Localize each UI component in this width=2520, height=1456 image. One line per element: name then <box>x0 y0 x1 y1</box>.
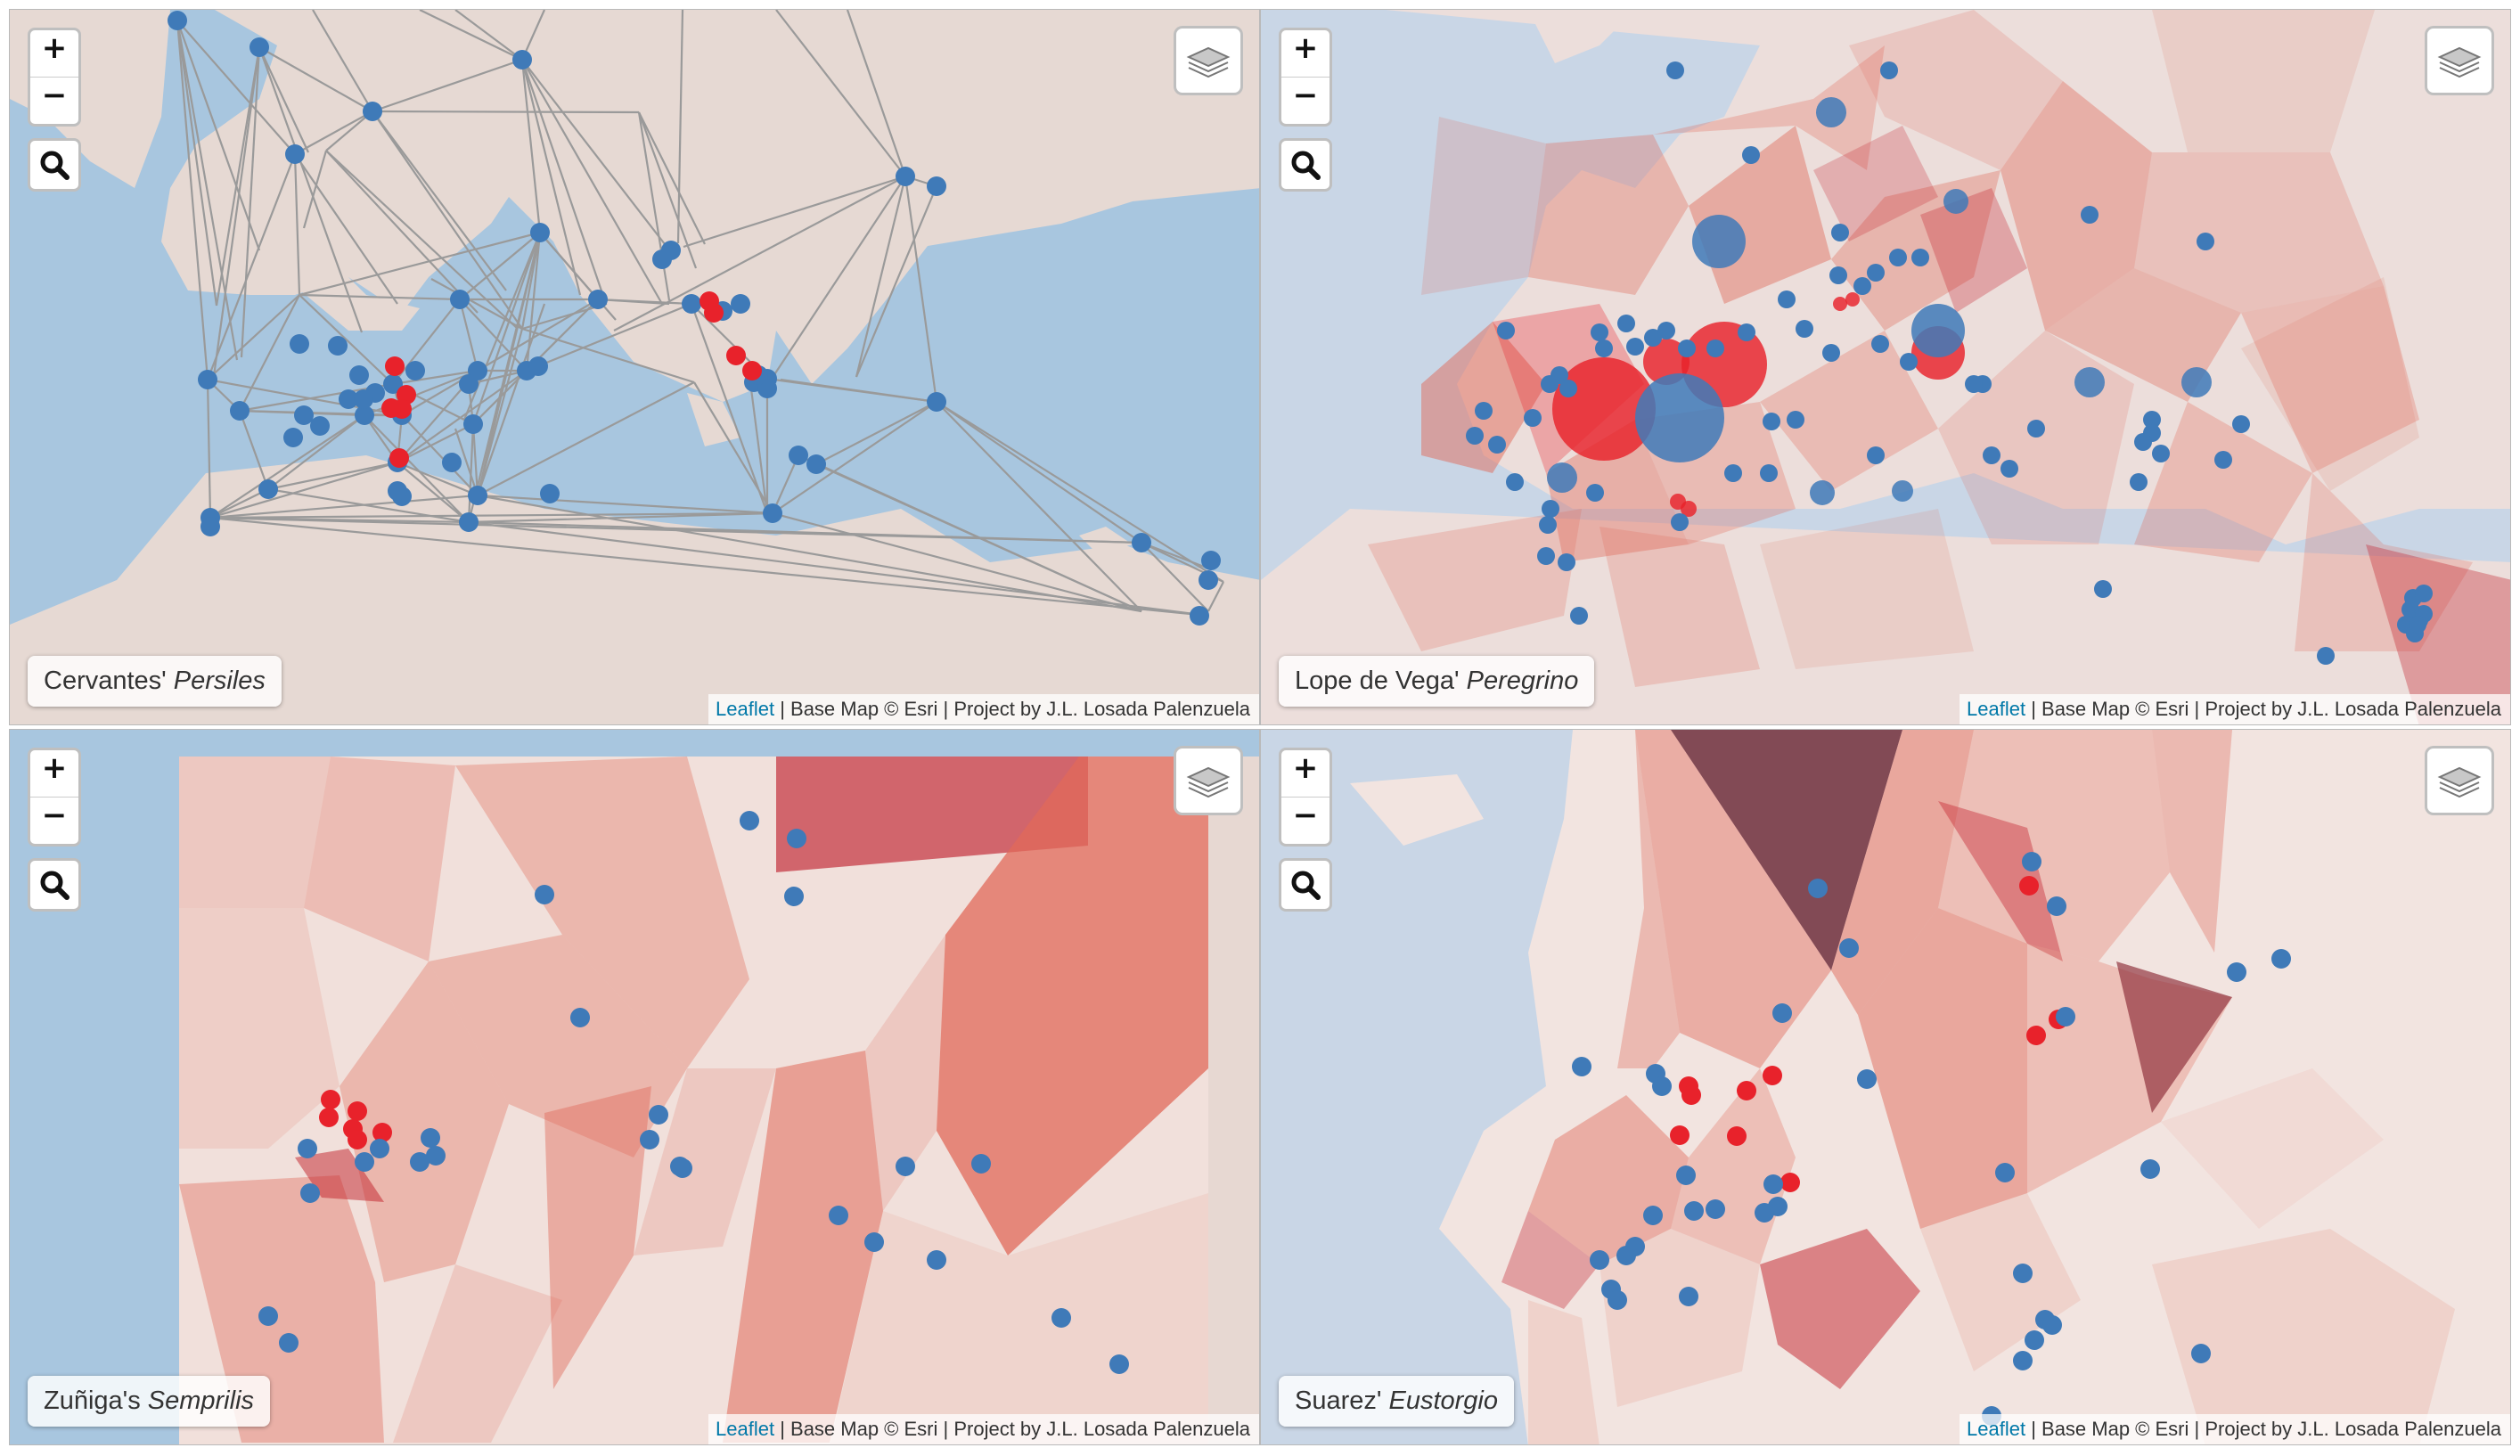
map-panel-semprilis[interactable]: + − Zuñiga's Semprilis Leaflet | Base Ma… <box>9 729 1260 1445</box>
layers-button[interactable] <box>1174 746 1243 815</box>
points-red[interactable] <box>1670 876 2068 1192</box>
attribution-text: | Base Map © Esri | Project by J.L. Losa… <box>2025 698 2501 720</box>
map-title: Lope de Vega' Peregrino <box>1279 656 1595 707</box>
map-panel-persiles[interactable]: + − Cervantes' Persiles Leaflet | Base M… <box>9 9 1260 725</box>
attribution: Leaflet | Base Map © Esri | Project by J… <box>1960 694 2510 724</box>
zoom-control: + − <box>1279 748 1332 847</box>
leaflet-link[interactable]: Leaflet <box>1967 1418 2026 1440</box>
voronoi-cells <box>1501 730 2455 1444</box>
voronoi-cells <box>179 757 1208 1444</box>
layers-button[interactable] <box>2425 746 2494 815</box>
attribution-text: | Base Map © Esri | Project by J.L. Losa… <box>774 698 1250 720</box>
search-button[interactable] <box>1279 858 1332 912</box>
zoom-in-button[interactable]: + <box>30 750 78 798</box>
attribution: Leaflet | Base Map © Esri | Project by J… <box>708 1414 1259 1444</box>
layers-button[interactable] <box>1174 26 1243 95</box>
map-canvas[interactable] <box>10 730 1260 1445</box>
map-title: Cervantes' Persiles <box>28 656 282 707</box>
map-title-work: Peregrino <box>1466 667 1579 695</box>
attribution: Leaflet | Base Map © Esri | Project by J… <box>708 694 1259 724</box>
magnifier-icon <box>40 871 70 900</box>
magnifier-icon <box>1291 871 1321 900</box>
zoom-in-button[interactable]: + <box>30 30 78 78</box>
land <box>10 10 1259 724</box>
zoom-control: + − <box>1279 28 1332 127</box>
layers-button[interactable] <box>2425 26 2494 95</box>
map-canvas[interactable] <box>10 10 1260 725</box>
zoom-out-button[interactable]: − <box>1292 78 1319 113</box>
layers-icon <box>2437 766 2482 798</box>
map-title-work: Eustorgio <box>1388 1386 1498 1415</box>
zoom-out-button[interactable]: − <box>41 798 68 833</box>
map-title-work: Persiles <box>173 667 266 695</box>
map-title-work: Semprilis <box>147 1386 255 1415</box>
map-title: Zuñiga's Semprilis <box>28 1376 271 1427</box>
leaflet-link[interactable]: Leaflet <box>716 1418 775 1440</box>
layers-icon <box>1186 46 1231 78</box>
attribution: Leaflet | Base Map © Esri | Project by J… <box>1960 1414 2510 1444</box>
magnifier-icon <box>40 151 70 180</box>
zoom-control: + − <box>28 748 81 847</box>
zoom-in-button[interactable]: + <box>1281 30 1330 78</box>
network-edges <box>176 10 1224 618</box>
zoom-control: + − <box>28 28 81 127</box>
map-panel-peregrino[interactable]: + − Lope de Vega' Peregrino Leaflet | Ba… <box>1260 9 2511 725</box>
layers-icon <box>2437 46 2482 78</box>
leaflet-link[interactable]: Leaflet <box>716 698 775 720</box>
leaflet-link[interactable]: Leaflet <box>1967 698 2026 720</box>
attribution-text: | Base Map © Esri | Project by J.L. Losa… <box>2025 1418 2501 1440</box>
points-blue[interactable] <box>1466 61 2433 665</box>
search-button[interactable] <box>1279 138 1332 192</box>
zoom-out-button[interactable]: − <box>1292 798 1319 833</box>
points-red[interactable] <box>319 1090 392 1149</box>
layers-icon <box>1186 766 1231 798</box>
map-panel-eustorgio[interactable]: + − Suarez' Eustorgio Leaflet | Base Map… <box>1260 729 2511 1445</box>
map-title-author: Zuñiga's <box>44 1386 148 1415</box>
points-blue-sized[interactable] <box>1547 97 2212 505</box>
zoom-out-button[interactable]: − <box>41 78 68 113</box>
attribution-text: | Base Map © Esri | Project by J.L. Losa… <box>774 1418 1250 1440</box>
magnifier-icon <box>1291 151 1321 180</box>
search-button[interactable] <box>28 858 81 912</box>
map-title-author: Lope de Vega' <box>1295 667 1467 695</box>
points-blue[interactable] <box>1572 852 2291 1426</box>
map-canvas[interactable] <box>1261 10 2511 725</box>
map-title-author: Suarez' <box>1295 1386 1389 1415</box>
map-title-author: Cervantes' <box>44 667 174 695</box>
network-nodes-red[interactable] <box>381 291 762 468</box>
map-title: Suarez' Eustorgio <box>1279 1376 1514 1427</box>
map-canvas[interactable] <box>1261 730 2511 1445</box>
points-blue[interactable] <box>258 811 1129 1374</box>
zoom-in-button[interactable]: + <box>1281 750 1330 798</box>
search-button[interactable] <box>28 138 81 192</box>
